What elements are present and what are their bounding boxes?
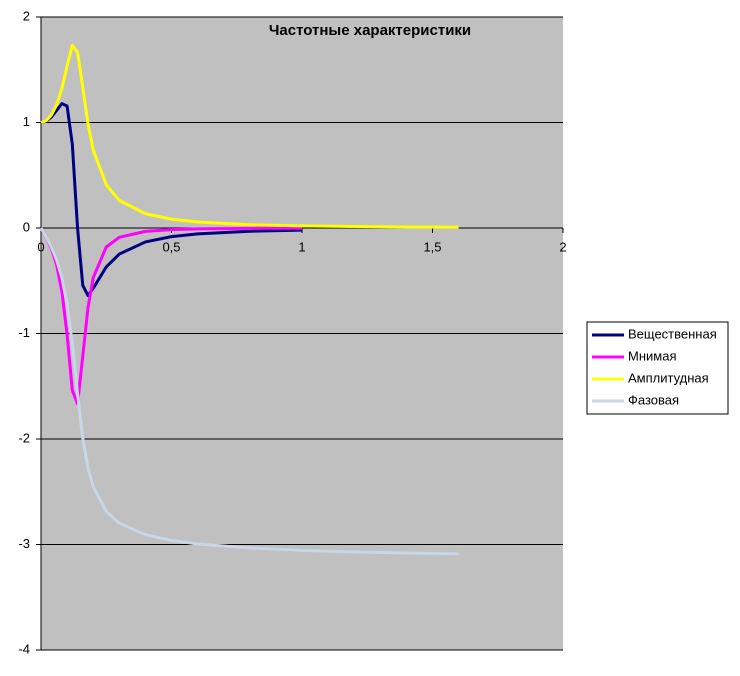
y-tick-label: -2 bbox=[18, 430, 30, 445]
y-tick-label: 2 bbox=[23, 8, 30, 23]
legend-label: Амплитудная bbox=[628, 370, 709, 385]
legend-items: Вещественная Мнимая Амплитудная Фазовая bbox=[592, 326, 717, 407]
y-tick-label: -4 bbox=[18, 641, 30, 656]
x-tick-label: 0,5 bbox=[162, 239, 180, 254]
series-line bbox=[39, 227, 459, 556]
y-tick-label: 1 bbox=[23, 114, 30, 129]
x-tick-label: 1 bbox=[298, 239, 305, 254]
legend-label: Мнимая bbox=[628, 348, 676, 363]
y-tick-label: -3 bbox=[18, 536, 30, 551]
grid: 2 1 0 -1 -2 -3 -4 0 0,5 1 1,5 2 bbox=[18, 8, 566, 656]
legend-label: Фазовая bbox=[628, 392, 679, 407]
x-tick-label: 2 bbox=[559, 239, 566, 254]
series-line bbox=[40, 43, 459, 229]
series-line bbox=[40, 102, 303, 298]
x-tick-label: 0 bbox=[37, 239, 44, 254]
y-tick-label: 0 bbox=[23, 219, 30, 234]
lines bbox=[39, 43, 459, 556]
chart-title: Частотные характеристики bbox=[269, 22, 471, 39]
y-tick-label: -1 bbox=[18, 325, 30, 340]
legend-label: Вещественная bbox=[628, 326, 717, 341]
legend bbox=[586, 321, 729, 415]
x-tick-label: 1,5 bbox=[423, 239, 441, 254]
